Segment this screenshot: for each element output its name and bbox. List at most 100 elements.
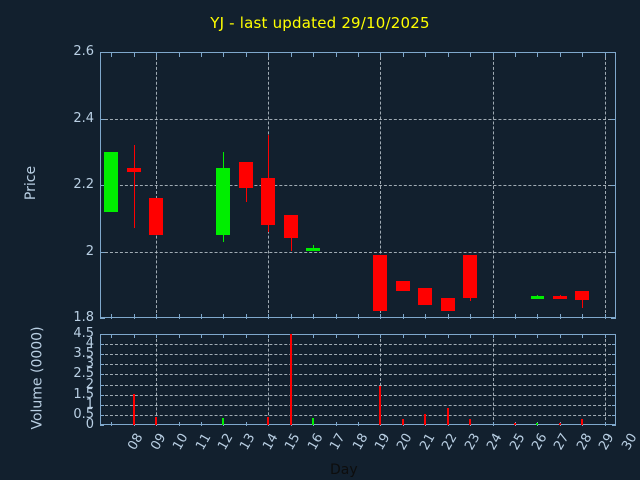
day-tick-label: 15 — [282, 431, 304, 453]
candle-body — [530, 296, 545, 300]
day-axis-title: Day — [330, 462, 358, 478]
day-tick-label: 23 — [462, 431, 484, 453]
candle-body — [440, 298, 455, 312]
volume-tick-label: 4 — [85, 336, 94, 352]
x-tick — [111, 422, 112, 426]
day-tick-label: 27 — [551, 431, 574, 453]
x-tick — [179, 334, 180, 338]
candle-body — [552, 296, 567, 300]
volume-y-tick — [100, 344, 104, 345]
day-tick-label: 25 — [506, 431, 529, 453]
volume-bar — [469, 418, 471, 425]
candle-body — [238, 161, 253, 189]
volume-bar — [536, 422, 538, 425]
gridline-horizontal — [100, 118, 616, 120]
y-tick — [611, 52, 616, 53]
x-tick — [134, 314, 135, 319]
gridline-horizontal — [100, 185, 616, 186]
volume-y-tick — [612, 364, 616, 365]
day-tick-label: 11 — [192, 431, 215, 453]
candle-body — [463, 254, 478, 299]
day-tick-label: 21 — [417, 431, 439, 453]
x-tick — [291, 52, 292, 57]
gridline-horizontal — [100, 251, 616, 253]
x-tick — [605, 52, 606, 57]
gridline-vertical — [268, 334, 270, 425]
x-tick — [425, 314, 426, 319]
x-tick — [134, 52, 135, 57]
gridline-vertical — [604, 334, 606, 425]
candle-wick — [582, 291, 583, 309]
gridline-vertical — [380, 52, 382, 318]
price-tick-label: 2 — [85, 243, 94, 259]
x-tick — [246, 334, 247, 338]
day-tick-label: 09 — [147, 431, 170, 453]
candle-body — [126, 168, 141, 172]
volume-y-tick — [100, 364, 104, 365]
price-tick-label: 1.8 — [73, 310, 94, 325]
x-tick — [493, 334, 494, 338]
volume-y-tick — [100, 405, 104, 406]
x-tick — [537, 334, 538, 338]
y-tick — [611, 185, 616, 186]
candle-body — [306, 248, 321, 252]
volume-y-tick — [612, 354, 616, 355]
x-tick — [493, 52, 494, 57]
volume-bar — [402, 418, 404, 425]
x-tick — [313, 334, 314, 338]
day-tick-label: 26 — [529, 431, 551, 453]
x-tick — [201, 334, 202, 338]
volume-y-tick — [612, 374, 616, 375]
volume-y-tick — [612, 395, 616, 396]
x-tick — [380, 334, 381, 338]
x-tick — [605, 422, 606, 426]
day-tick-label: 13 — [237, 431, 259, 453]
volume-tick-label: 0.5 — [73, 406, 94, 422]
gridline-horizontal — [100, 374, 616, 376]
day-tick-label: 14 — [260, 431, 282, 453]
gridline-vertical — [156, 334, 158, 425]
candle-body — [418, 288, 433, 305]
volume-y-tick — [612, 405, 616, 406]
x-tick — [111, 314, 112, 319]
x-tick — [358, 334, 359, 338]
candle-body — [283, 214, 298, 239]
x-tick — [537, 52, 538, 57]
volume-tick-label: 2.5 — [73, 366, 94, 382]
x-tick — [291, 314, 292, 319]
x-tick — [134, 334, 135, 338]
volume-axis-title: Volume (0000) — [29, 325, 46, 430]
x-tick — [313, 52, 314, 57]
chart-title: YJ - last updated 29/10/2025 — [210, 14, 430, 32]
x-tick — [336, 334, 337, 338]
price-axis-title: Price — [23, 165, 40, 201]
volume-y-tick — [100, 385, 104, 386]
x-tick — [246, 52, 247, 57]
x-tick — [156, 52, 157, 57]
x-tick — [336, 422, 337, 426]
gridline-vertical — [492, 52, 494, 318]
candle-body — [104, 151, 119, 212]
volume-bar — [581, 418, 583, 425]
x-tick — [179, 314, 180, 319]
x-tick — [403, 334, 404, 338]
candle-wick — [134, 145, 135, 229]
x-tick — [515, 334, 516, 338]
gridline-vertical — [156, 52, 158, 318]
x-tick — [156, 334, 157, 338]
x-tick — [246, 314, 247, 319]
volume-y-tick — [100, 395, 104, 396]
x-tick — [515, 52, 516, 57]
x-tick — [493, 314, 494, 319]
volume-y-tick — [612, 425, 616, 426]
volume-y-tick — [612, 385, 616, 386]
day-tick-label: 29 — [596, 431, 618, 453]
x-tick — [470, 334, 471, 338]
x-tick — [537, 314, 538, 319]
x-tick — [448, 314, 449, 319]
candle-body — [261, 178, 276, 225]
price-tick-label: 2.4 — [73, 110, 94, 126]
day-tick-label: 30 — [619, 431, 640, 453]
price-tick-label: 2.2 — [73, 177, 94, 192]
gridline-horizontal — [100, 364, 616, 366]
